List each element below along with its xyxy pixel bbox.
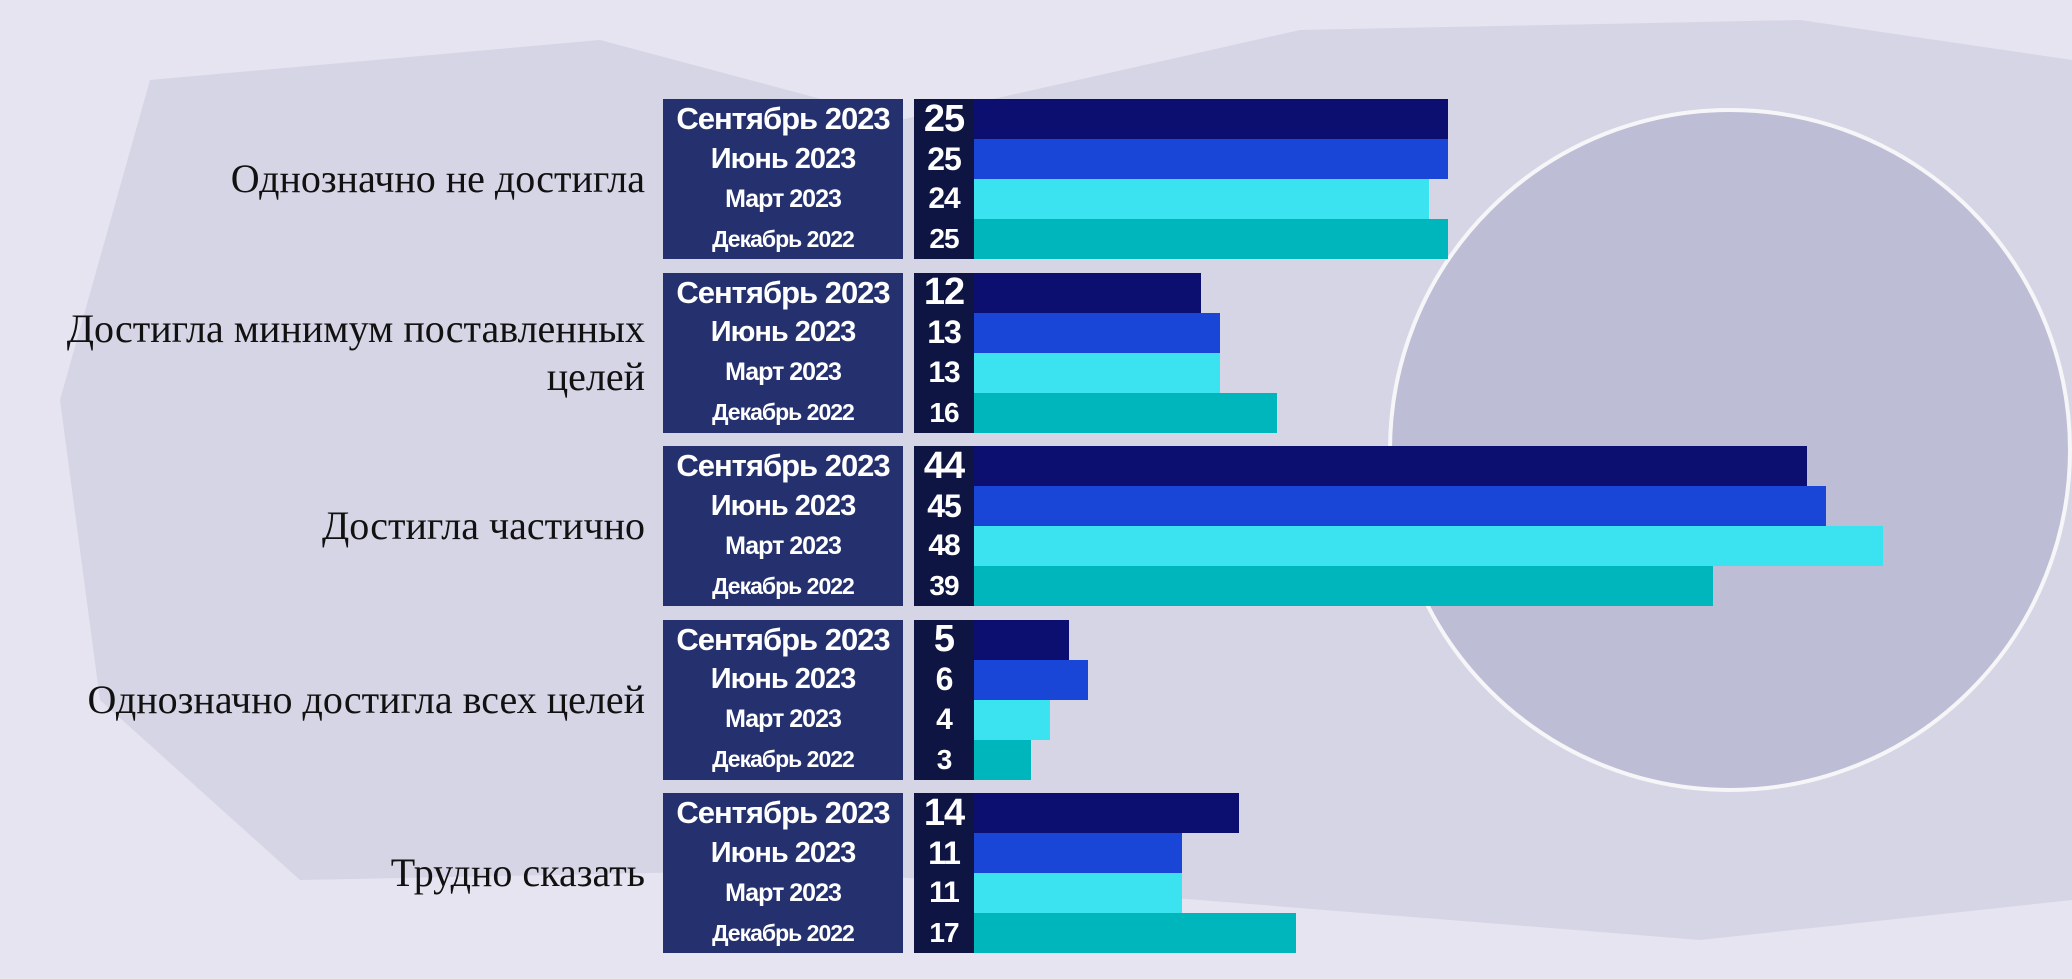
series-label: Март 2023 <box>725 184 842 213</box>
value-label: 12 <box>923 271 965 313</box>
series-label: Декабрь 2022 <box>712 919 855 946</box>
category-label: Трудно сказать <box>390 850 645 895</box>
series-label: Июнь 2023 <box>710 316 857 348</box>
value-label: 48 <box>928 529 960 562</box>
series-label: Март 2023 <box>725 705 842 733</box>
series-label: Июнь 2023 <box>710 489 857 522</box>
bar <box>974 352 1221 393</box>
series-label: Июнь 2023 <box>710 663 857 695</box>
series-label: Сентябрь 2023 <box>676 448 890 483</box>
value-label: 6 <box>935 661 954 697</box>
series-box <box>663 793 903 953</box>
category-label: Однозначно достигла всех целей <box>87 676 645 722</box>
bar <box>974 99 1448 139</box>
value-label: 11 <box>929 876 960 909</box>
series-label: Декабрь 2022 <box>712 399 855 425</box>
value-label: 16 <box>929 396 959 428</box>
value-label: 25 <box>923 97 965 140</box>
value-label: 11 <box>928 834 961 871</box>
bar <box>974 699 1050 740</box>
value-box <box>914 272 974 433</box>
value-label: 14 <box>923 791 965 834</box>
value-label: 4 <box>936 702 953 736</box>
bar <box>974 486 1827 526</box>
bar <box>974 139 1448 179</box>
bar <box>974 179 1429 219</box>
series-box <box>663 272 903 433</box>
value-label: 25 <box>929 223 959 254</box>
value-label: 17 <box>929 917 959 948</box>
bar <box>974 833 1183 873</box>
value-label: 45 <box>927 487 962 524</box>
series-box <box>663 99 903 259</box>
bar <box>974 566 1713 606</box>
bar <box>974 739 1031 780</box>
bar <box>974 873 1183 913</box>
series-label: Март 2023 <box>725 358 842 386</box>
value-label: 39 <box>929 570 959 601</box>
value-box <box>914 99 974 259</box>
series-label: Март 2023 <box>725 878 842 907</box>
series-label: Сентябрь 2023 <box>676 621 890 657</box>
series-label: Сентябрь 2023 <box>676 795 890 830</box>
category-label: Достигла частично <box>321 503 645 548</box>
bar <box>974 446 1808 486</box>
category-label: Достигла минимум поставленных целей <box>66 305 645 399</box>
bar <box>974 913 1296 953</box>
bar <box>974 526 1884 566</box>
value-label: 5 <box>933 618 955 660</box>
bar <box>974 312 1221 353</box>
value-label: 13 <box>927 314 962 350</box>
series-box <box>663 619 903 780</box>
series-label: Сентябрь 2023 <box>676 274 890 310</box>
series-label: Декабрь 2022 <box>712 572 855 599</box>
category-label: Однозначно не достигла <box>230 156 645 201</box>
series-label: Сентябрь 2023 <box>676 101 890 136</box>
bar <box>974 793 1240 833</box>
value-label: 13 <box>928 355 960 389</box>
series-label: Декабрь 2022 <box>712 746 855 772</box>
value-label: 3 <box>936 743 953 775</box>
series-label: Март 2023 <box>725 531 842 560</box>
value-label: 24 <box>928 182 960 215</box>
bar <box>974 272 1202 313</box>
bar <box>974 619 1069 660</box>
bar <box>974 659 1088 700</box>
series-box <box>663 446 903 606</box>
series-label: Июнь 2023 <box>710 142 857 175</box>
value-box <box>914 446 974 606</box>
value-box <box>914 793 974 953</box>
series-label: Июнь 2023 <box>710 836 857 869</box>
value-label: 25 <box>927 140 962 177</box>
value-box <box>914 619 974 780</box>
bar <box>974 219 1448 259</box>
value-label: 44 <box>923 444 965 487</box>
series-label: Декабрь 2022 <box>712 225 855 252</box>
bar <box>974 392 1278 433</box>
